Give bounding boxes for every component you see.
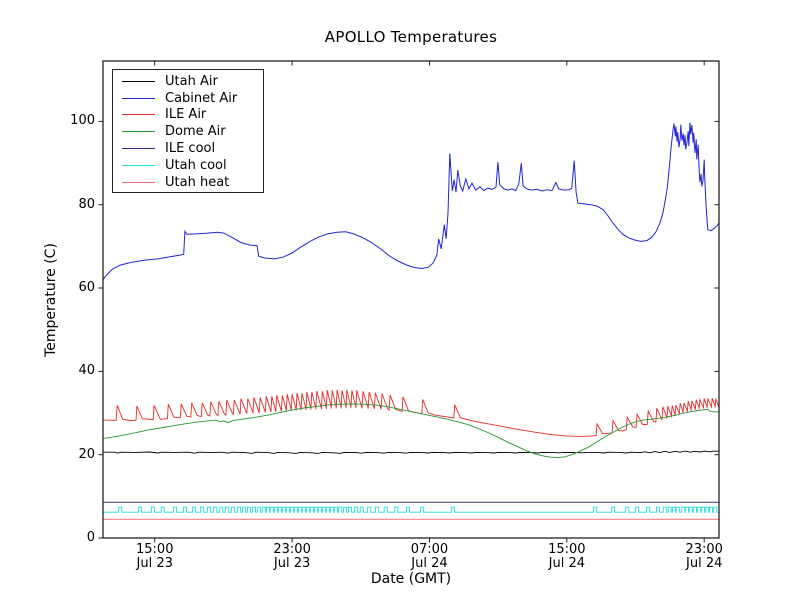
legend-line-sample — [122, 181, 155, 183]
legend-item: Cabinet Air — [113, 90, 263, 107]
y-tick-label: 0 — [86, 530, 95, 545]
y-tick-label: 40 — [78, 363, 95, 379]
x-tick-label: 23:00 Jul 24 — [685, 542, 723, 571]
series-utah-air — [103, 450, 720, 454]
axes-frame — [102, 60, 720, 539]
legend-line-sample — [122, 148, 155, 150]
y-axis-label: Temperature (C) — [43, 243, 59, 357]
y-tick-label: 20 — [78, 446, 95, 462]
legend-item: ILE cool — [113, 140, 263, 157]
legend-line-sample — [122, 114, 155, 116]
legend-label: ILE cool — [165, 141, 216, 157]
y-tick-label: 100 — [70, 113, 95, 129]
x-tick-label: 15:00 Jul 24 — [548, 542, 586, 571]
legend-label: Cabinet Air — [165, 90, 238, 106]
y-tick-label: 80 — [78, 196, 95, 212]
legend-item: Utah cool — [113, 157, 263, 174]
legend-line-sample — [122, 164, 155, 166]
legend-label: Utah heat — [165, 174, 230, 190]
legend-box: Utah Air Cabinet Air ILE Air Dome Air ILE co… — [112, 69, 264, 193]
series-cabinet-air — [102, 122, 720, 280]
legend-item: Utah Air — [113, 73, 263, 90]
legend-line-sample — [122, 131, 155, 133]
legend-item: ILE Air — [113, 107, 263, 124]
series-ile-air — [102, 389, 720, 437]
legend-line-sample — [122, 80, 155, 82]
y-tick-label: 60 — [78, 280, 95, 296]
x-axis-label: Date (GMT) — [370, 571, 452, 587]
legend-label: Dome Air — [165, 124, 226, 140]
chart-title: APOLLO Temperatures — [324, 28, 498, 46]
legend-label: Utah Air — [165, 73, 218, 89]
x-tick-label: 15:00 Jul 23 — [136, 542, 174, 571]
series-dome-air — [102, 403, 719, 459]
series-utah-cool — [103, 506, 719, 513]
legend-item: Utah heat — [113, 174, 263, 191]
legend-line-sample — [122, 97, 155, 99]
x-tick-label: 07:00 Jul 24 — [410, 542, 449, 571]
legend-item: Dome Air — [113, 123, 263, 140]
x-tick-label: 23:00 Jul 23 — [273, 542, 311, 571]
legend-label: Utah cool — [165, 157, 227, 173]
legend-label: ILE Air — [165, 107, 207, 123]
